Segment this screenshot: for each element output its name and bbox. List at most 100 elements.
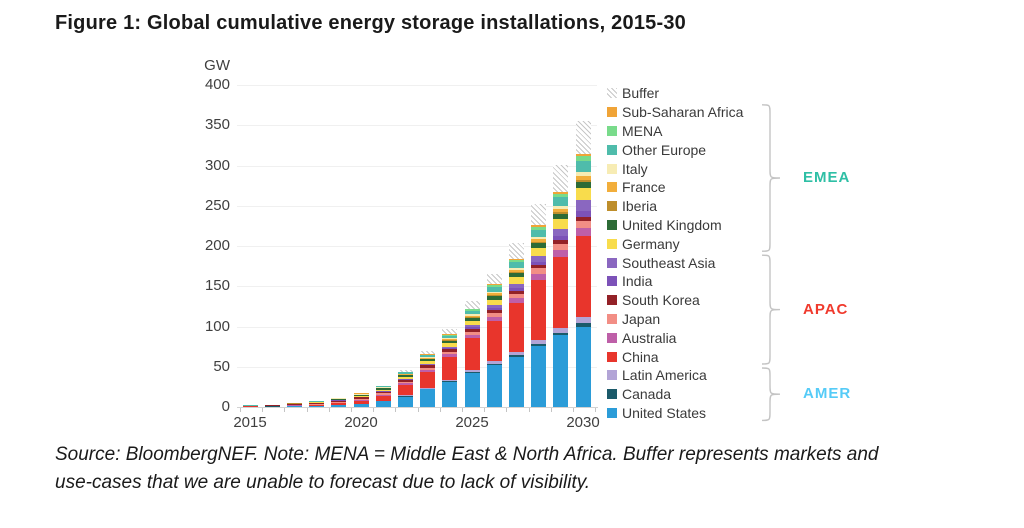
bar-segment-italy <box>420 357 436 358</box>
bar-segment-canada <box>508 355 524 358</box>
bar-segment-canada <box>553 332 569 336</box>
bar-segment-japan <box>442 351 458 355</box>
y-tick-label-150: 150 <box>204 277 230 295</box>
bar-segment-china <box>508 303 524 353</box>
bar-segment-other-europe <box>464 310 480 315</box>
bar-segment-japan <box>464 331 480 335</box>
legend-item-china: China <box>607 347 743 366</box>
x-tick <box>328 408 330 412</box>
legend-swatch-southeast-asia <box>607 257 617 268</box>
bar-segment-australia <box>508 298 524 304</box>
bar-segment-china <box>353 400 369 404</box>
legend-label-southeast-asia: Southeast Asia <box>622 254 716 271</box>
bar-segment-australia <box>420 369 436 372</box>
bar-segment-india <box>486 308 502 311</box>
bar-segment-china <box>420 371 436 388</box>
legend-swatch-france <box>607 182 617 193</box>
bar-segment-australia <box>397 383 413 385</box>
legend-label-italy: Italy <box>622 160 648 177</box>
bar-segment-mena <box>508 259 524 263</box>
x-tick <box>373 408 375 412</box>
legend-swatch-italy <box>607 163 617 174</box>
bar-segment-southeast-asia <box>464 325 480 328</box>
bar-segment-latin-america <box>442 379 458 382</box>
bar-segment-canada <box>464 372 480 374</box>
bar-segment-united-kingdom <box>331 398 347 400</box>
bar-segment-italy <box>464 314 480 316</box>
legend-item-france: France <box>607 178 743 197</box>
x-tick <box>550 408 552 412</box>
bar-2026 <box>486 273 502 407</box>
bar-segment-south-korea <box>464 328 480 332</box>
bar-segment-mena <box>553 193 569 198</box>
bar-segment-south-korea <box>508 290 524 294</box>
bar-segment-france <box>442 339 458 341</box>
legend-swatch-canada <box>607 389 617 400</box>
bar-segment-mena <box>575 155 591 161</box>
bar-segment-italy <box>486 291 502 294</box>
legend-item-other-europe: Other Europe <box>607 140 743 159</box>
gridline-100 <box>237 326 597 328</box>
bar-segment-southeast-asia <box>575 200 591 212</box>
bar-2020 <box>353 393 369 407</box>
bar-segment-southeast-asia <box>486 305 502 309</box>
bar-segment-germany <box>464 320 480 326</box>
bar-segment-france <box>553 208 569 212</box>
y-axis-unit-label: GW <box>204 57 230 74</box>
legend-label-other-europe: Other Europe <box>622 141 707 158</box>
bar-segment-south-korea <box>486 310 502 314</box>
bar-segment-australia <box>375 394 391 396</box>
bar-segment-south-korea <box>420 365 436 368</box>
x-tick <box>484 408 486 412</box>
bar-segment-other-europe <box>353 393 369 395</box>
legend-label-buffer: Buffer <box>622 85 660 102</box>
bar-segment-mena <box>486 285 502 288</box>
plot-area <box>237 85 597 407</box>
bar-2023 <box>420 351 436 407</box>
x-tick <box>395 408 397 412</box>
group-label-apac: APAC <box>803 300 849 318</box>
legend-label-canada: Canada <box>622 386 672 403</box>
bar-segment-canada <box>486 363 502 366</box>
bar-segment-southeast-asia <box>397 378 413 380</box>
bar-2018 <box>309 401 325 407</box>
bar-segment-latin-america <box>420 387 436 389</box>
legend-item-united-states: United States <box>607 404 743 423</box>
bar-segment-sub-saharan-africa <box>575 153 591 156</box>
bar-segment-sub-saharan-africa <box>486 284 502 286</box>
gridline-400 <box>237 85 597 86</box>
bar-segment-germany <box>353 395 369 397</box>
legend-swatch-iberia <box>607 201 617 212</box>
bar-segment-germany <box>486 299 502 306</box>
bar-segment-france <box>486 293 502 295</box>
legend-label-mena: MENA <box>622 122 663 139</box>
bar-segment-china <box>575 236 591 317</box>
bar-segment-buffer <box>420 351 436 355</box>
legend-item-australia: Australia <box>607 328 743 347</box>
legend-item-iberia: Iberia <box>607 197 743 216</box>
x-tick <box>284 408 286 412</box>
bar-segment-other-europe <box>508 262 524 268</box>
legend-swatch-japan <box>607 313 617 324</box>
legend-swatch-latin-america <box>607 370 617 381</box>
x-tick <box>461 408 463 412</box>
bar-2027 <box>508 243 524 407</box>
legend-item-latin-america: Latin America <box>607 366 743 385</box>
page-title: Figure 1: Global cumulative energy stora… <box>55 12 686 34</box>
y-tick-label-400: 400 <box>204 76 230 93</box>
bar-segment-sub-saharan-africa <box>531 225 547 227</box>
bar-segment-japan <box>353 398 369 401</box>
bar-segment-southeast-asia <box>442 346 458 349</box>
bar-segment-india <box>442 348 458 350</box>
bar-segment-other-europe <box>531 230 547 237</box>
legend-swatch-germany <box>607 238 617 249</box>
bar-segment-other-europe <box>486 287 502 292</box>
bar-segment-south-korea <box>331 400 347 402</box>
bar-segment-other-europe <box>397 372 413 374</box>
legend-label-latin-america: Latin America <box>622 367 707 384</box>
bar-2030 <box>575 120 591 407</box>
legend-swatch-other-europe <box>607 144 617 155</box>
bar-segment-japan <box>420 367 436 370</box>
bar-segment-southeast-asia <box>508 284 524 289</box>
